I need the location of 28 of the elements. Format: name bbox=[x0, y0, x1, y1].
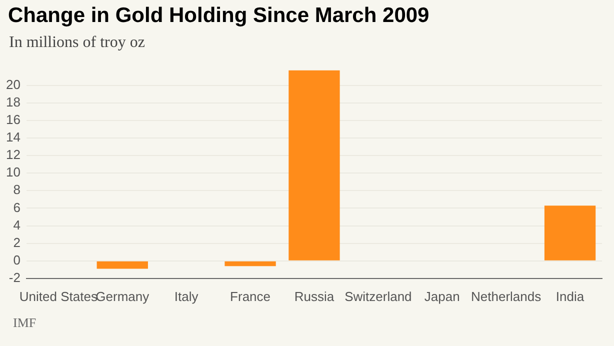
y-tick-label: 2 bbox=[13, 234, 20, 250]
chart-subtitle: In millions of troy oz bbox=[9, 34, 145, 52]
x-tick-label: France bbox=[230, 288, 271, 304]
y-tick-label: 10 bbox=[6, 164, 20, 180]
y-tick-label: 18 bbox=[6, 94, 20, 110]
text: IMF bbox=[13, 315, 36, 331]
bar bbox=[544, 206, 596, 260]
x-tick-label: India bbox=[556, 288, 585, 304]
x-tick-label: Japan bbox=[424, 288, 460, 304]
chart-title: Change in Gold Holding Since March 2009 bbox=[8, 4, 430, 28]
y-tick-label: 16 bbox=[6, 112, 20, 128]
y-tick-label: 20 bbox=[6, 76, 20, 92]
y-tick-label: 0 bbox=[13, 252, 20, 268]
y-tick-label: 6 bbox=[13, 200, 20, 215]
y-tick-label: 14 bbox=[6, 130, 20, 145]
x-tick-label: United States bbox=[19, 288, 98, 304]
bar bbox=[96, 261, 148, 269]
x-tick-label: Italy bbox=[174, 288, 199, 304]
bar bbox=[288, 70, 340, 260]
x-tick-label: Germany bbox=[96, 288, 150, 304]
y-tick-label: 8 bbox=[13, 182, 20, 198]
y-tick-label: -2 bbox=[8, 270, 20, 285]
y-tick-label: 12 bbox=[6, 147, 20, 162]
y-tick-label: 4 bbox=[13, 217, 20, 232]
bar bbox=[224, 261, 276, 266]
x-tick-label: Russia bbox=[294, 288, 335, 304]
x-tick-label: Switzerland bbox=[344, 288, 412, 304]
x-tick-label: Netherlands bbox=[471, 288, 542, 304]
